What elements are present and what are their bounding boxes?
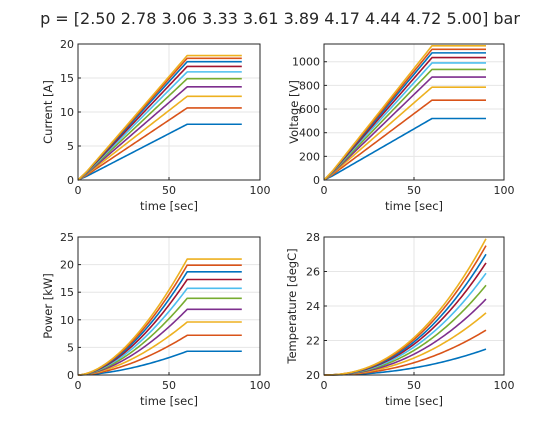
series-group <box>323 44 486 181</box>
y-tick-label: 20 <box>60 38 74 51</box>
y-axis-label: Power [kW] <box>41 273 55 338</box>
x-tick-label: 50 <box>407 184 421 197</box>
series-group <box>77 54 242 181</box>
series-line-3 <box>77 95 242 181</box>
y-tick-label: 20 <box>306 369 320 382</box>
x-tick-label: 50 <box>162 184 176 197</box>
y-tick-label: 25 <box>60 231 74 244</box>
series-group <box>323 238 487 376</box>
series-line-3 <box>323 86 486 181</box>
series-line-1 <box>77 123 242 181</box>
series-line-6 <box>77 71 242 181</box>
y-tick-label: 15 <box>60 72 74 85</box>
series-group <box>77 258 242 376</box>
power-chart: 0 50 100 0 5 10 15 20 25 time [sec] Power [kW] <box>41 231 271 408</box>
y-tick-label: 20 <box>60 259 74 272</box>
series-line-10 <box>77 54 242 181</box>
figure-title: p = [2.50 2.78 3.06 3.33 3.61 3.89 4.17 … <box>40 9 520 28</box>
x-tick-label: 0 <box>321 184 328 197</box>
x-axis-label: time [sec] <box>140 199 198 213</box>
series-line-6 <box>323 62 486 181</box>
y-axis-label: Voltage [V] <box>287 80 301 144</box>
y-axis-label: Current [A] <box>41 80 55 144</box>
x-tick-label: 50 <box>162 379 176 392</box>
series-line-4 <box>323 76 486 181</box>
x-tick-label: 100 <box>494 379 515 392</box>
y-tick-label: 400 <box>299 127 320 140</box>
series-line-2 <box>77 107 242 181</box>
y-tick-label: 0 <box>313 174 320 187</box>
y-tick-label: 1000 <box>292 56 320 69</box>
y-tick-label: 200 <box>299 150 320 163</box>
x-tick-label: 100 <box>494 184 515 197</box>
y-tick-label: 28 <box>306 231 320 244</box>
y-tick-label: 26 <box>306 266 320 279</box>
y-tick-label: 0 <box>67 369 74 382</box>
y-tick-label: 600 <box>299 103 320 116</box>
y-tick-label: 800 <box>299 79 320 92</box>
series-line-4 <box>77 308 242 376</box>
y-tick-label: 15 <box>60 286 74 299</box>
y-tick-label: 5 <box>67 341 74 354</box>
series-line-5 <box>77 297 242 376</box>
y-tick-label: 24 <box>306 300 320 313</box>
y-axis-label: Temperature [degC] <box>285 248 299 364</box>
x-axis-label: time [sec] <box>385 199 443 213</box>
series-line-2 <box>77 334 242 376</box>
x-axis-label: time [sec] <box>140 394 198 408</box>
series-line-5 <box>323 68 486 181</box>
x-tick-label: 0 <box>321 379 328 392</box>
series-line-10 <box>323 44 486 181</box>
series-line-5 <box>77 77 242 181</box>
series-line-2 <box>323 99 486 181</box>
series-line-10 <box>77 258 242 376</box>
series-line-4 <box>77 86 242 181</box>
x-tick-label: 50 <box>407 379 421 392</box>
series-line-1 <box>77 350 242 376</box>
series-line-1 <box>323 117 486 181</box>
y-tick-label: 10 <box>60 106 74 119</box>
series-line-10 <box>323 238 487 376</box>
current-chart: 0 50 100 0 5 10 15 20 time [sec] Current [A] <box>41 38 271 213</box>
series-line-3 <box>77 321 242 376</box>
y-tick-label: 0 <box>67 174 74 187</box>
y-tick-label: 22 <box>306 335 320 348</box>
x-tick-label: 100 <box>250 379 271 392</box>
y-tick-label: 5 <box>67 140 74 153</box>
temperature-chart: 0 50 100 20 22 24 26 28 time [sec] Temperature [d… <box>285 231 515 408</box>
x-axis-label: time [sec] <box>385 394 443 408</box>
x-tick-label: 0 <box>75 184 82 197</box>
x-tick-label: 0 <box>75 379 82 392</box>
x-tick-label: 100 <box>250 184 271 197</box>
y-tick-label: 10 <box>60 314 74 327</box>
